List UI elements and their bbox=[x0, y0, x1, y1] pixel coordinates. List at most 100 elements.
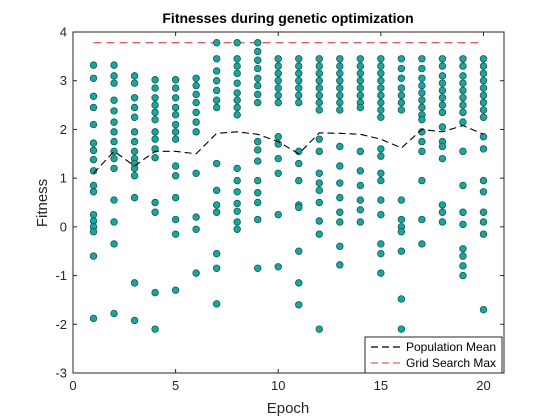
population-point bbox=[397, 106, 406, 114]
population-point bbox=[336, 208, 344, 216]
population-point bbox=[192, 269, 200, 277]
population-point bbox=[151, 288, 159, 297]
population-point bbox=[315, 106, 323, 114]
population-point bbox=[479, 69, 488, 78]
population-point bbox=[356, 147, 365, 156]
population-point bbox=[356, 206, 365, 214]
y-tick-label: -3 bbox=[55, 366, 67, 381]
population-point bbox=[418, 215, 426, 224]
population-point bbox=[459, 62, 467, 70]
population-point bbox=[151, 135, 159, 143]
population-point bbox=[171, 120, 180, 129]
population-point bbox=[110, 128, 118, 136]
population-point bbox=[130, 94, 139, 102]
population-point bbox=[377, 98, 385, 107]
population-point bbox=[151, 94, 159, 102]
population-point bbox=[336, 98, 344, 107]
population-point bbox=[479, 106, 488, 114]
population-point bbox=[377, 240, 385, 248]
population-point bbox=[377, 84, 385, 92]
population-point bbox=[274, 91, 282, 100]
y-tick-label: 2 bbox=[60, 122, 67, 137]
population-point bbox=[418, 55, 426, 63]
population-point bbox=[418, 64, 426, 73]
population-point bbox=[192, 90, 200, 99]
population-point bbox=[336, 179, 344, 187]
population-point bbox=[89, 188, 98, 196]
population-point bbox=[459, 94, 467, 102]
plot-area bbox=[89, 39, 488, 333]
population-point bbox=[438, 79, 447, 87]
population-point bbox=[151, 145, 159, 153]
population-point bbox=[110, 61, 118, 69]
population-point bbox=[89, 155, 98, 164]
chart-title: Fitnesses during genetic optimization bbox=[162, 10, 413, 26]
population-point bbox=[418, 74, 426, 82]
population-point bbox=[171, 172, 180, 180]
population-point bbox=[336, 69, 344, 78]
population-point bbox=[254, 98, 262, 107]
population-point bbox=[459, 245, 467, 253]
population-point bbox=[295, 247, 303, 255]
population-point bbox=[336, 55, 344, 63]
population-point bbox=[254, 157, 262, 165]
population-point bbox=[212, 264, 221, 272]
population-point bbox=[438, 72, 447, 80]
population-point bbox=[315, 135, 323, 143]
population-point bbox=[233, 103, 241, 112]
population-point bbox=[418, 137, 426, 146]
y-axis-label: Fitness bbox=[34, 179, 51, 227]
population-point bbox=[110, 137, 118, 146]
population-point bbox=[192, 128, 200, 136]
population-point bbox=[356, 181, 365, 190]
population-point bbox=[418, 103, 426, 112]
population-point bbox=[315, 147, 323, 156]
population-point bbox=[192, 118, 200, 126]
population-point bbox=[233, 96, 241, 104]
population-point bbox=[438, 218, 447, 226]
population-point bbox=[397, 196, 406, 204]
population-point bbox=[192, 81, 200, 90]
population-point bbox=[356, 55, 365, 63]
population-point bbox=[479, 230, 488, 238]
population-point bbox=[459, 118, 467, 126]
population-point bbox=[356, 196, 365, 204]
population-point bbox=[377, 113, 385, 121]
population-point bbox=[295, 62, 303, 70]
y-tick-label: -1 bbox=[55, 268, 67, 283]
population-point bbox=[459, 86, 467, 95]
population-point bbox=[171, 94, 180, 102]
population-point bbox=[315, 55, 323, 63]
population-point bbox=[89, 120, 98, 129]
population-point bbox=[130, 279, 139, 287]
population-point bbox=[254, 81, 262, 90]
population-point bbox=[479, 84, 488, 92]
population-point bbox=[459, 181, 467, 190]
y-tick-label: -2 bbox=[55, 317, 67, 332]
population-point bbox=[254, 137, 262, 146]
population-point bbox=[418, 147, 426, 156]
population-point bbox=[110, 309, 118, 318]
population-point bbox=[459, 72, 467, 80]
population-point bbox=[130, 72, 139, 80]
population-point bbox=[356, 84, 365, 92]
population-point bbox=[233, 164, 241, 173]
population-point bbox=[212, 186, 221, 195]
population-point bbox=[459, 220, 467, 229]
population-point bbox=[336, 91, 344, 100]
population-point bbox=[254, 74, 262, 82]
population-point bbox=[192, 74, 200, 82]
population-point bbox=[397, 215, 406, 224]
population-point bbox=[397, 91, 406, 100]
population-point bbox=[295, 69, 303, 78]
population-point bbox=[438, 94, 447, 102]
population-point bbox=[89, 228, 98, 236]
population-point bbox=[295, 176, 303, 185]
population-point bbox=[438, 86, 447, 95]
population-point bbox=[171, 135, 180, 143]
population-point bbox=[377, 91, 385, 100]
population-point bbox=[295, 301, 303, 309]
population-point bbox=[89, 210, 98, 219]
population-point bbox=[89, 314, 98, 323]
population-point bbox=[254, 215, 262, 224]
